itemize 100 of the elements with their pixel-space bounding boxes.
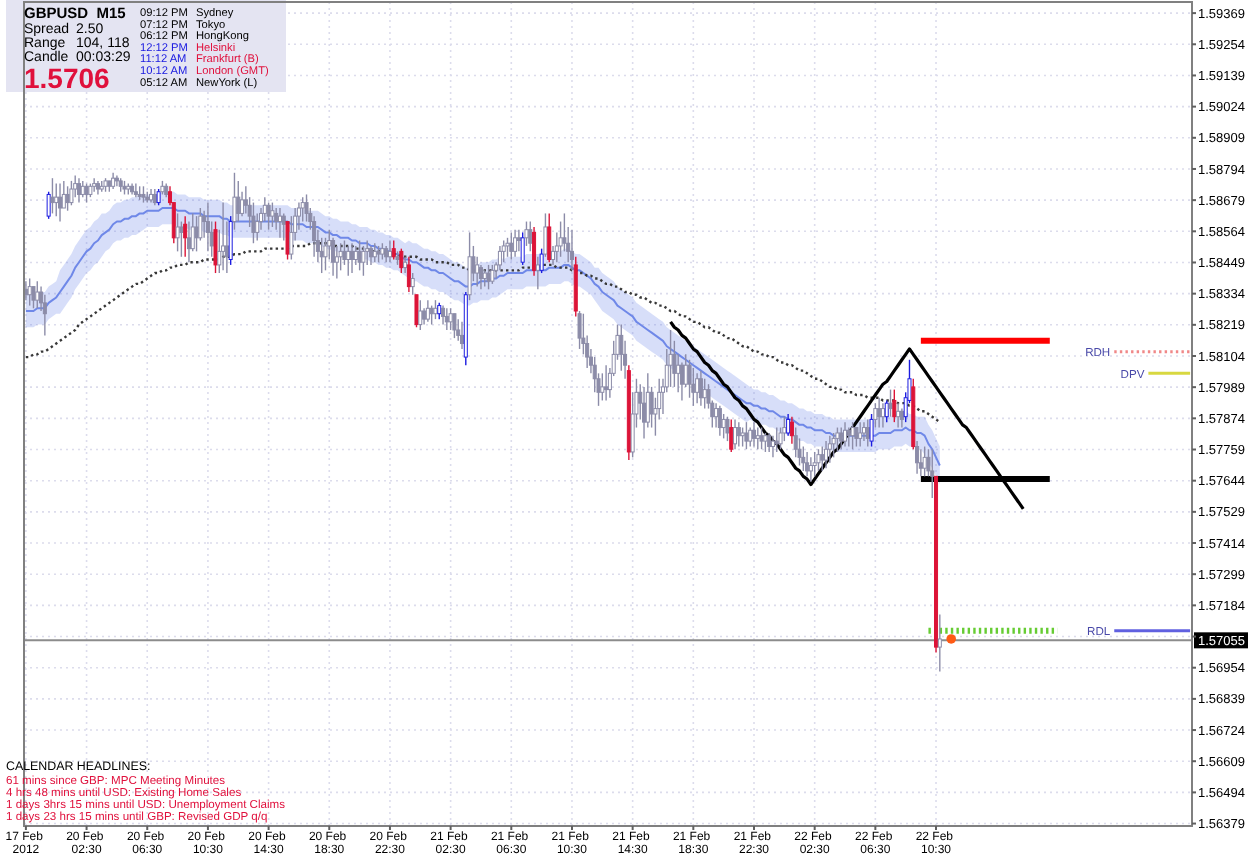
candlestick [361,245,366,277]
candlestick [915,440,920,475]
candlestick [357,239,362,272]
candlestick [577,310,582,350]
candlestick [892,388,897,423]
candlestick [194,215,199,253]
candlestick [490,264,495,285]
candlestick [679,361,684,402]
candlestick [786,413,791,437]
candlestick [429,304,434,326]
candlestick [937,613,942,673]
candlestick [58,182,63,223]
candlestick [516,228,521,253]
candlestick [782,416,787,442]
candlestick [748,426,753,448]
candlestick [478,264,483,291]
candlestick [714,402,719,429]
candlestick [547,212,552,263]
candlestick [179,220,184,258]
candlestick [744,421,749,450]
candlestick [770,434,775,459]
candlestick [740,426,745,448]
candlestick [839,426,844,450]
candlestick [835,426,840,453]
candlestick [205,201,210,253]
candlestick [501,239,506,263]
candlestick [76,177,81,204]
candlestick [46,191,51,220]
candlestick [801,445,806,472]
candlestick [497,245,502,272]
candlestick [281,212,286,242]
candlestick [877,397,882,429]
candlestick [350,242,355,274]
candlestick [808,456,813,483]
candlestick [789,416,794,445]
candlestick [733,418,738,450]
candlestick [186,220,191,263]
candlestick [668,329,673,388]
candlestick [850,421,855,450]
candlestick [441,304,446,326]
candlestick [414,294,419,328]
candlestick [213,220,218,274]
candlestick [277,207,282,239]
candlestick [687,359,692,399]
candlestick [54,182,59,217]
candlestick [816,448,821,472]
candlestick [824,440,829,469]
candlestick [827,434,832,464]
candlestick [604,364,609,402]
candlestick [448,307,453,331]
candlestick [759,426,764,450]
candlestick [721,413,726,440]
candlestick [251,201,256,244]
candlestick [334,245,339,280]
candlestick [861,421,866,442]
candlestick [505,237,510,258]
candlestick [285,220,290,261]
candlestick [410,272,415,296]
candlestick [899,407,904,429]
candlestick [270,201,275,228]
candlestick [183,215,188,258]
candlestick [391,239,396,261]
candlestick [751,421,757,448]
candlestick [725,416,730,442]
candlestick [532,226,537,277]
candlestick [346,245,351,277]
candlestick [92,177,97,193]
candlestick [812,451,817,478]
candlestick [289,215,294,261]
candlestick [922,445,927,478]
candlestick [459,321,465,350]
candlestick [888,388,893,418]
candlestick [331,237,336,277]
candlestick [930,448,935,499]
candlestick [619,323,624,372]
candlestick [50,177,55,215]
candlestick [880,402,885,429]
candlestick [509,231,514,261]
candlestick [767,432,772,453]
candlestick [729,418,734,453]
candlestick [35,280,40,309]
candlestick [600,372,605,402]
candlestick [456,318,461,342]
candlestick [820,445,825,472]
candlestick [452,313,457,339]
candlestick [831,432,836,459]
candlestick [513,228,518,258]
candlestick [558,220,563,258]
candlestick [42,294,47,337]
candlestick [368,245,373,266]
candlestick [236,180,241,223]
candlestick [528,220,533,253]
candlestick [896,402,901,429]
candlestick [274,207,279,231]
candlestick [31,285,36,309]
candlestick [304,193,309,223]
candlestick [793,426,798,459]
candlestick [763,432,768,453]
candlestick [69,180,74,206]
candlestick [73,174,78,198]
